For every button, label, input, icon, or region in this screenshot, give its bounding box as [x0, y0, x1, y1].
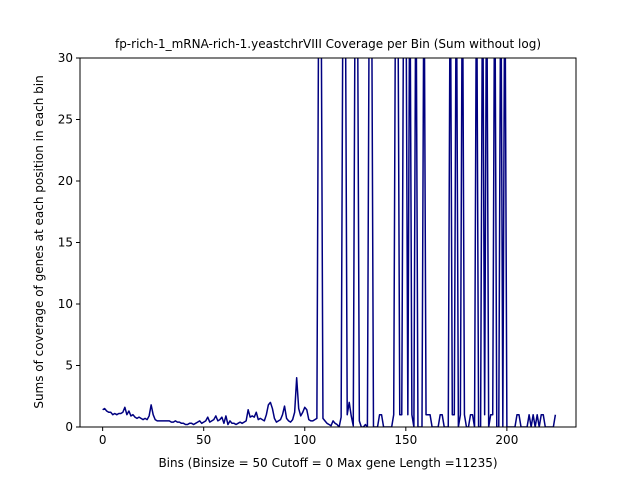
- chart-title: fp-rich-1_mRNA-rich-1.yeastchrVIII Cover…: [115, 37, 541, 51]
- y-tick-label: 10: [58, 297, 73, 311]
- y-tick-label: 15: [58, 236, 73, 250]
- y-tick-label: 0: [65, 420, 73, 434]
- y-tick-label: 25: [58, 113, 73, 127]
- plot-area: [102, 58, 557, 427]
- y-tick-label: 30: [58, 51, 73, 65]
- y-tick-label: 5: [65, 359, 73, 373]
- x-tick-label: 50: [196, 433, 211, 447]
- data-line: [102, 58, 557, 427]
- x-tick-label: 100: [293, 433, 316, 447]
- x-axis-label: Bins (Binsize = 50 Cutoff = 0 Max gene L…: [158, 456, 497, 470]
- x-tick-label: 0: [99, 433, 107, 447]
- y-tick-label: 20: [58, 174, 73, 188]
- x-tick-label: 200: [495, 433, 518, 447]
- x-tick-label: 150: [394, 433, 417, 447]
- y-axis-label: Sums of coverage of genes at each positi…: [32, 75, 46, 408]
